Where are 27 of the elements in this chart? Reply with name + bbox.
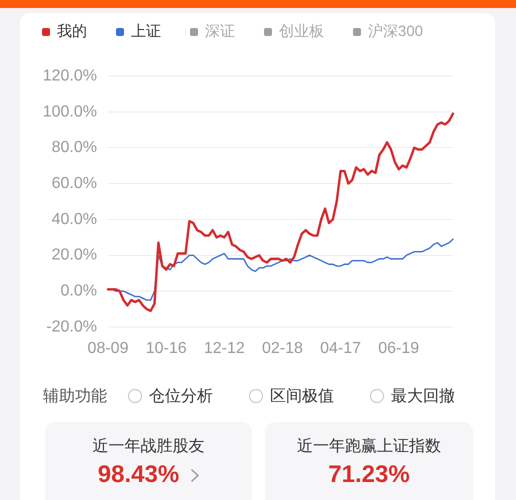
y-tick-label: 0.0% [60,282,97,300]
legend-label: 上证 [131,22,161,42]
legend-label: 创业板 [279,22,324,42]
y-tick-label: 100.0% [42,103,97,120]
text: 最大回撤 [391,387,455,407]
y-tick-label: 80.0% [52,139,97,156]
y-tick-label: 20.0% [52,246,97,264]
text: 71.23% [328,461,410,489]
x-tick-label: 02-18 [262,340,303,358]
y-tick-label: 120.0% [42,67,97,84]
y-tick-label: -20.0% [46,318,97,336]
text: 近一年跑赢上证指数 [297,438,441,455]
text: 区间极值 [270,387,334,407]
y-tick-label: 60.0% [52,174,97,192]
x-tick-label: 06-19 [378,340,420,358]
legend-label: 深证 [205,22,235,42]
text: 辅助功能 [43,387,107,407]
x-tick-label: 08-09 [88,340,129,358]
legend-label: 我的 [57,22,87,42]
x-tick-label: 12-12 [204,340,245,358]
y-tick-label: 40.0% [52,210,97,228]
text: 近一年战胜股友 [92,438,204,455]
text: 98.43% [98,461,180,489]
text: 仓位分析 [149,387,213,407]
x-tick-label: 04-17 [320,340,362,358]
legend-label: 沪深300 [368,22,424,42]
x-tick-label: 10-16 [146,340,187,358]
